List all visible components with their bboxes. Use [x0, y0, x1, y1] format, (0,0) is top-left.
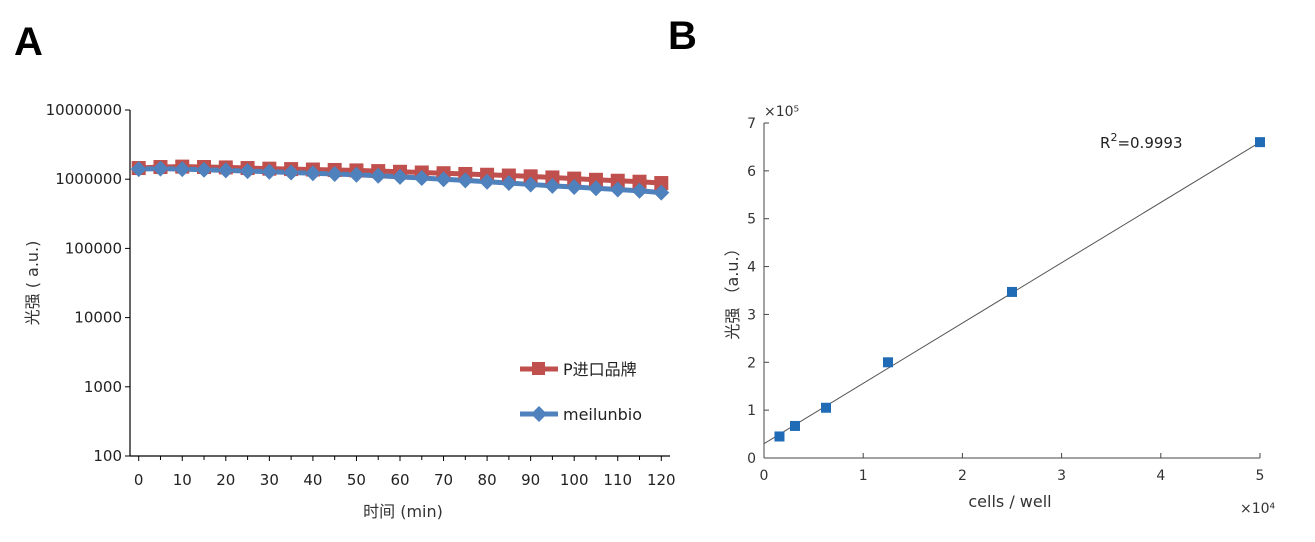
chart-a: 100 1000 10000 100000 1000000 10000000 0 10 20 30… [23, 101, 676, 521]
chart-b-axes [763, 123, 1260, 459]
chart-a-x-tick-label: 50 [347, 471, 366, 489]
data-point-p-brand [545, 170, 560, 185]
data-point-meilunbio [326, 165, 343, 182]
r2-value: =0.9993 [1117, 134, 1182, 152]
chart-a-y-tick-label: 10000 [74, 309, 122, 327]
data-point-p-brand [588, 172, 603, 187]
data-point-meilunbio [631, 182, 648, 199]
data-point-p-brand [567, 171, 582, 186]
chart-a-ticks: 100 1000 10000 100000 1000000 10000000 0 10 20 30… [46, 101, 676, 489]
chart-b-ticks: 0 1 2 3 4 5 6 7 0 1 2 3 4 5 [747, 116, 1264, 484]
data-point [1255, 137, 1265, 148]
data-point-meilunbio [174, 161, 191, 178]
chart-b-r2-annotation: R2=0.9993 [1100, 131, 1183, 152]
data-point-meilunbio [587, 180, 604, 197]
data-point [1007, 286, 1017, 297]
chart-a-x-tick-label: 80 [478, 471, 497, 489]
r2-base: R [1100, 134, 1110, 152]
chart-b-y-tick-label: 0 [747, 451, 756, 467]
data-point-meilunbio [609, 181, 626, 198]
chart-a-x-tick-label: 10 [173, 471, 192, 489]
data-point-meilunbio [413, 170, 430, 187]
legend-label-p-brand: P进口品牌 [563, 360, 637, 379]
chart-b-y-tick-label: 1 [747, 403, 756, 419]
chart-a-x-tick-label: 110 [603, 471, 632, 489]
chart-b-y-multiplier: ×10⁵ [764, 104, 799, 120]
data-point-meilunbio [283, 164, 300, 181]
legend-marker-p-brand [532, 362, 545, 375]
data-point [821, 402, 831, 413]
chart-b-y-tick-label: 7 [747, 116, 756, 132]
data-point-meilunbio [261, 163, 278, 180]
data-point-meilunbio [239, 163, 256, 180]
chart-a-y-tick-label: 100 [93, 447, 122, 465]
data-point-p-brand [523, 169, 538, 184]
data-point-meilunbio [348, 166, 365, 183]
data-point-meilunbio [653, 184, 670, 201]
chart-b-x-tick-label: 3 [1057, 468, 1066, 484]
legend-label-meilunbio: meilunbio [563, 405, 642, 424]
chart-b-series [763, 137, 1265, 445]
panel-b-label: B [668, 14, 697, 58]
chart-a-y-tick-label: 10000000 [46, 101, 122, 119]
chart-b: 0 1 2 3 4 5 6 7 0 1 2 3 4 5 ×10⁵ ×10⁴ cells / well 光强… [723, 104, 1276, 517]
chart-b-y-tick-label: 5 [747, 212, 756, 228]
data-point-meilunbio [217, 162, 234, 179]
chart-a-y-tick-label: 1000 [84, 378, 122, 396]
chart-a-y-tick-label: 1000000 [55, 170, 122, 188]
data-point [774, 431, 785, 442]
chart-b-y-axis-title: 光强 （a.u.） [723, 240, 742, 339]
chart-a-x-tick-label: 60 [390, 471, 409, 489]
chart-b-x-tick-label: 4 [1156, 468, 1165, 484]
data-point-meilunbio [152, 160, 169, 177]
chart-b-x-tick-label: 5 [1256, 468, 1265, 484]
chart-a-x-tick-label: 120 [647, 471, 676, 489]
chart-a-y-tick-label: 100000 [65, 239, 122, 257]
data-point-meilunbio [304, 165, 321, 182]
chart-a-x-tick-label: 20 [216, 471, 235, 489]
legend-marker-meilunbio [531, 406, 547, 422]
data-point-meilunbio [196, 161, 213, 178]
data-point [790, 420, 800, 431]
data-point-p-brand [610, 173, 625, 188]
chart-b-y-tick-label: 6 [747, 164, 756, 180]
chart-a-x-tick-label: 100 [560, 471, 589, 489]
panel-a-label: A [14, 20, 43, 64]
data-point-meilunbio [500, 175, 517, 192]
data-point-meilunbio [370, 167, 387, 184]
data-point-meilunbio [544, 177, 561, 194]
chart-a-x-tick-label: 90 [521, 471, 540, 489]
chart-a-series [130, 159, 670, 201]
chart-a-legend: P进口品牌 meilunbio [520, 360, 642, 424]
data-point-meilunbio [435, 171, 452, 188]
chart-a-x-tick-label: 40 [303, 471, 322, 489]
data-point-p-brand [654, 176, 669, 191]
chart-b-x-axis-title: cells / well [968, 492, 1051, 511]
chart-a-x-axis-title: 时间 (min) [363, 502, 443, 521]
r2-superscript: 2 [1110, 131, 1117, 144]
data-point-meilunbio [130, 161, 147, 178]
data-point-p-brand [632, 174, 647, 189]
data-point [883, 357, 893, 368]
chart-b-x-tick-label: 2 [958, 468, 967, 484]
chart-b-x-multiplier: ×10⁴ [1240, 501, 1276, 517]
chart-a-x-tick-label: 30 [260, 471, 279, 489]
data-point-meilunbio [522, 176, 539, 193]
chart-a-y-axis-title: 光强 ( a.u.) [23, 241, 42, 326]
data-point-meilunbio [392, 168, 408, 185]
data-point-meilunbio [479, 173, 496, 190]
chart-b-x-tick-label: 1 [859, 468, 868, 484]
chart-b-y-tick-label: 2 [747, 355, 756, 371]
chart-a-x-tick-label: 70 [434, 471, 453, 489]
chart-a-x-tick-label: 0 [134, 471, 144, 489]
data-point-meilunbio [457, 172, 474, 189]
chart-b-y-tick-label: 3 [747, 307, 756, 323]
data-point-meilunbio [566, 179, 583, 196]
chart-b-y-tick-label: 4 [747, 260, 756, 276]
chart-b-x-tick-label: 0 [760, 468, 769, 484]
